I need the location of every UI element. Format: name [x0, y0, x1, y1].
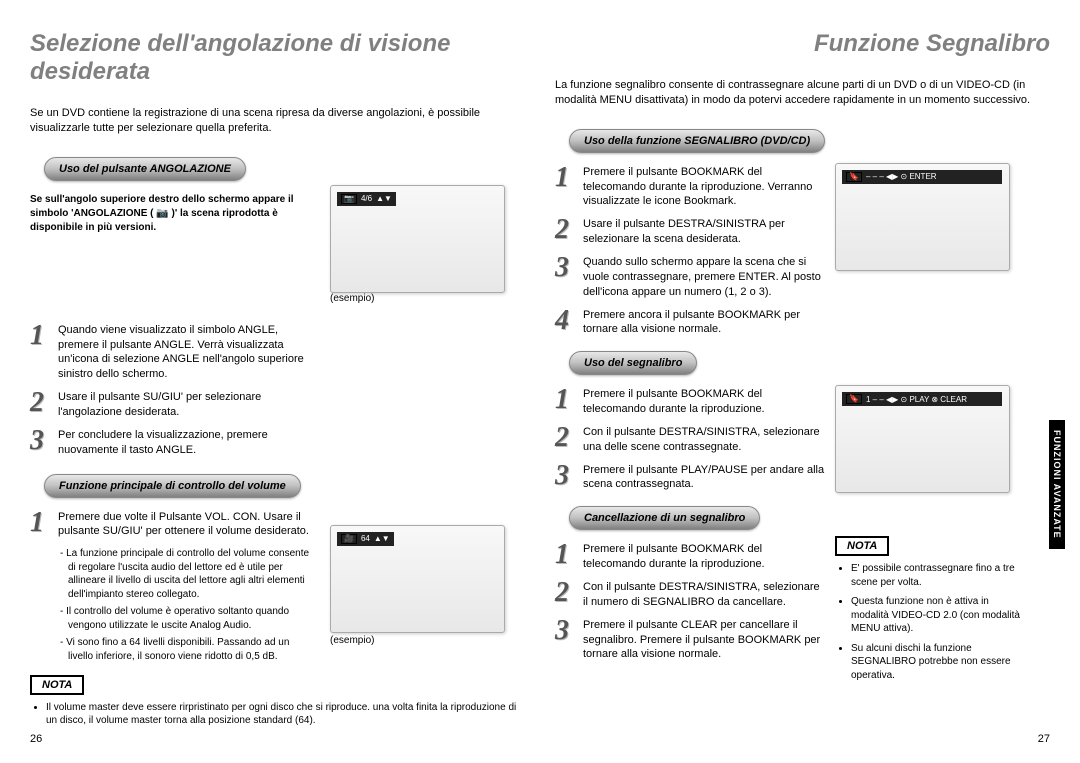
- osd-bm2: 🔖1 – – ◀▶ ⊙ PLAY ⊗ CLEAR: [842, 392, 1002, 406]
- nota-left: NOTA Il volume master deve essere rirpri…: [30, 675, 525, 728]
- osd-volume: 🎥64▲▼: [337, 532, 394, 546]
- bookmark-icon: 🔖: [846, 172, 862, 182]
- ub-step-3: 3Premere il pulsante PLAY/PAUSE per anda…: [555, 463, 825, 493]
- pill-bookmark-use: Uso della funzione SEGNALIBRO (DVD/CD): [569, 129, 825, 153]
- nota-right-1: E' possibile contrassegnare fino a tre s…: [851, 562, 1025, 589]
- page-num-left: 26: [30, 733, 42, 745]
- left-intro: Se un DVD contiene la registrazione di u…: [30, 106, 525, 137]
- bookmark-icon-2: 🔖: [846, 394, 862, 404]
- right-intro: La funzione segnalibro consente di contr…: [555, 78, 1050, 109]
- bm-step-3: 3Quando sullo schermo appare la scena ch…: [555, 255, 825, 300]
- side-tab: FUNZIONI AVANZATE: [1049, 420, 1065, 549]
- nota-left-item: Il volume master deve essere rirpristina…: [46, 701, 525, 728]
- left-title: Selezione dell'angolazione di visione de…: [30, 30, 525, 86]
- nota-left-label: NOTA: [30, 675, 84, 695]
- caption-volume: (esempio): [330, 635, 374, 646]
- ub-step-2: 2Con il pulsante DESTRA/SINISTRA, selezi…: [555, 425, 825, 455]
- nota-right-label: NOTA: [835, 536, 889, 556]
- screen-mock-bm2: 🔖1 – – ◀▶ ⊙ PLAY ⊗ CLEAR: [835, 385, 1010, 493]
- nota-right-3: Su alcuni dischi la funzione SEGNALIBRO …: [851, 642, 1025, 683]
- vol-step-1: 1 Premere due volte il Pulsante VOL. CON…: [30, 510, 315, 540]
- cb-step-2: 2Con il pulsante DESTRA/SINISTRA, selezi…: [555, 580, 825, 610]
- right-page: Funzione Segnalibro La funzione segnalib…: [555, 30, 1050, 734]
- pill-cancel-bookmark: Cancellazione di un segnalibro: [569, 506, 760, 530]
- angle-step-1: 1 Quando viene visualizzato il simbolo A…: [30, 323, 320, 382]
- angle-step-2: 2 Usare il pulsante SU/GIU' per selezion…: [30, 390, 320, 420]
- osd-bm1: 🔖– – – ◀▶ ⊙ ENTER: [842, 170, 1002, 184]
- screen-mock-volume: 🎥64▲▼: [330, 525, 505, 633]
- angle-step-3: 3 Per concludere la visualizzazione, pre…: [30, 428, 320, 458]
- pill-volume: Funzione principale di controllo del vol…: [44, 474, 301, 498]
- nota-right-2: Questa funzione non è attiva in modalità…: [851, 595, 1025, 636]
- ub-step-1: 1Premere il pulsante BOOKMARK del teleco…: [555, 387, 825, 417]
- video-icon: 🎥: [341, 534, 357, 544]
- left-page: Selezione dell'angolazione di visione de…: [30, 30, 525, 734]
- nota-right: NOTA E' possibile contrassegnare fino a …: [835, 536, 1025, 688]
- cb-step-3: 3Premere il pulsante CLEAR per cancellar…: [555, 618, 825, 663]
- osd-angle: 📷4/6▲▼: [337, 192, 396, 206]
- pill-angolazione: Uso del pulsante ANGOLAZIONE: [44, 157, 246, 181]
- camera-icon: 📷: [341, 194, 357, 204]
- bm-step-1: 1Premere il pulsante BOOKMARK del teleco…: [555, 165, 825, 210]
- caption-angle: (esempio): [330, 293, 374, 304]
- right-title: Funzione Segnalibro: [555, 30, 1050, 58]
- screen-mock-angle: 📷4/6▲▼: [330, 185, 505, 293]
- page-num-right: 27: [1038, 733, 1050, 745]
- angle-bold-note: Se sull'angolo superiore destro dello sc…: [30, 193, 310, 235]
- bm-step-4: 4Premere ancora il pulsante BOOKMARK per…: [555, 308, 825, 338]
- bm-step-2: 2Usare il pulsante DESTRA/SINISTRA per s…: [555, 217, 825, 247]
- cb-step-1: 1Premere il pulsante BOOKMARK del teleco…: [555, 542, 825, 572]
- pill-use-bookmark: Uso del segnalibro: [569, 351, 697, 375]
- screen-mock-bm1: 🔖– – – ◀▶ ⊙ ENTER: [835, 163, 1010, 271]
- vol-bullets: - La funzione principale di controllo de…: [60, 547, 315, 663]
